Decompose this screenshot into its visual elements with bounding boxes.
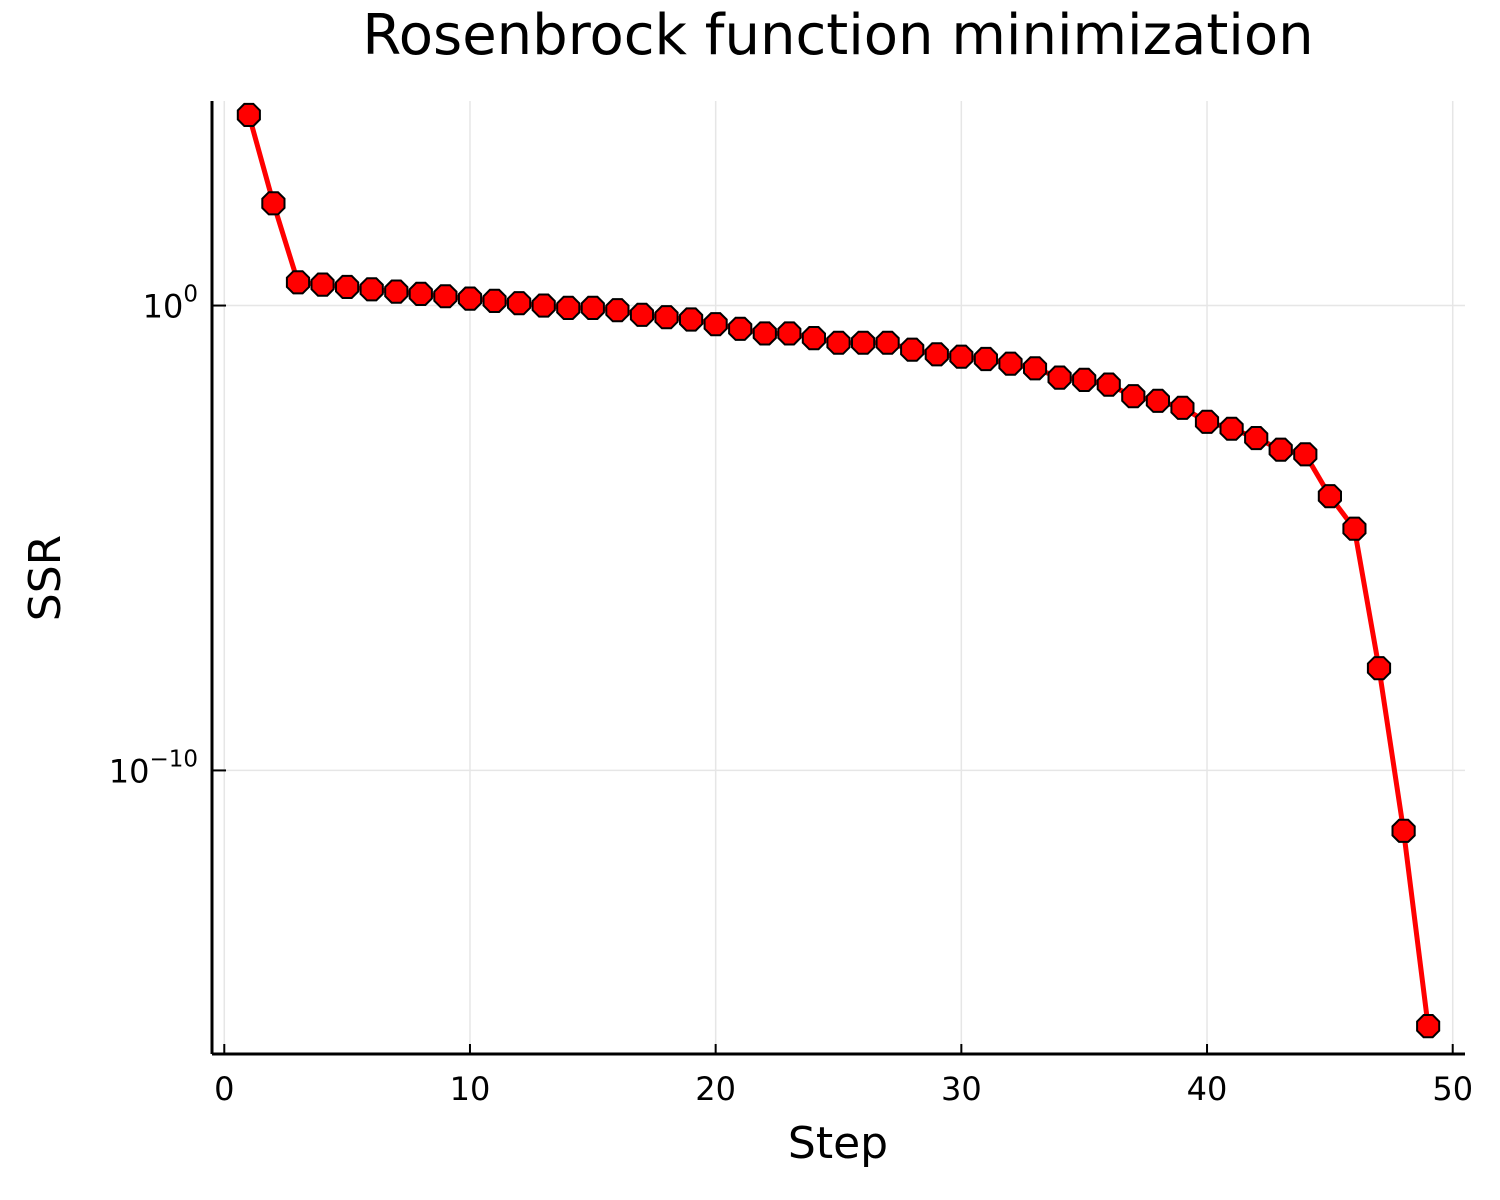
data-point <box>1145 388 1170 413</box>
x-tick-label: 0 <box>214 1070 234 1108</box>
data-point <box>998 351 1023 376</box>
data-point <box>236 102 261 127</box>
data-point <box>1072 367 1097 392</box>
data-point <box>949 344 974 369</box>
y-tick-label: 100 <box>143 282 198 326</box>
data-point <box>851 330 876 355</box>
data-point <box>1293 442 1318 467</box>
data-point <box>507 291 532 316</box>
data-point <box>482 288 507 313</box>
data-point <box>1244 426 1269 451</box>
data-series <box>236 102 1441 1039</box>
y-tick-exponent: 0 <box>183 282 198 308</box>
data-point <box>752 321 777 346</box>
data-point <box>457 286 483 311</box>
data-point <box>335 274 360 299</box>
data-point <box>1023 356 1048 381</box>
x-tick-label: 40 <box>1187 1070 1228 1108</box>
chart-title: Rosenbrock function minimization <box>362 3 1313 68</box>
data-point <box>900 337 925 362</box>
x-tick-label: 50 <box>1432 1070 1473 1108</box>
y-tick-base: 10 <box>143 288 184 326</box>
data-point <box>1194 409 1220 434</box>
series-line <box>246 114 1431 1027</box>
data-point <box>310 272 335 297</box>
data-point <box>531 293 556 318</box>
data-point <box>801 326 826 351</box>
data-point <box>580 295 605 320</box>
data-point <box>1170 395 1195 420</box>
data-point <box>261 191 286 216</box>
data-point <box>1268 437 1293 462</box>
data-point <box>384 279 409 304</box>
data-point <box>285 270 311 295</box>
y-tick-base: 10 <box>109 752 150 790</box>
data-point <box>1342 516 1367 541</box>
x-tick-label: 20 <box>695 1070 736 1108</box>
y-axis-label: SSR <box>20 535 71 621</box>
data-point <box>679 307 704 332</box>
data-point <box>1219 416 1244 441</box>
x-axis-label: Step <box>788 1118 888 1169</box>
data-point <box>703 312 728 337</box>
data-point <box>1366 656 1392 681</box>
data-point <box>1391 818 1416 843</box>
data-point <box>973 346 998 372</box>
data-point <box>629 302 654 327</box>
axes <box>210 101 1465 1056</box>
data-point <box>1416 1014 1441 1039</box>
data-point <box>654 305 679 330</box>
y-tick-exponent: −10 <box>149 746 198 772</box>
x-tick-label: 10 <box>450 1070 491 1108</box>
data-point <box>433 284 458 309</box>
data-point <box>1317 484 1342 509</box>
data-point <box>605 298 630 323</box>
grid-lines <box>212 101 1465 1054</box>
data-point <box>556 295 581 320</box>
data-point <box>1096 372 1121 397</box>
data-point <box>924 342 949 367</box>
data-point <box>875 330 900 355</box>
data-point <box>359 277 384 302</box>
data-point <box>777 321 802 346</box>
data-point <box>728 316 753 341</box>
x-tick-label: 30 <box>941 1070 982 1108</box>
x-ticks: 0 10 20 30 40 50 <box>214 1044 1473 1108</box>
data-point <box>1121 384 1146 409</box>
data-point <box>826 330 851 355</box>
y-tick-label: 10−10 <box>109 746 198 790</box>
data-point <box>408 281 433 306</box>
data-point <box>1047 365 1072 390</box>
